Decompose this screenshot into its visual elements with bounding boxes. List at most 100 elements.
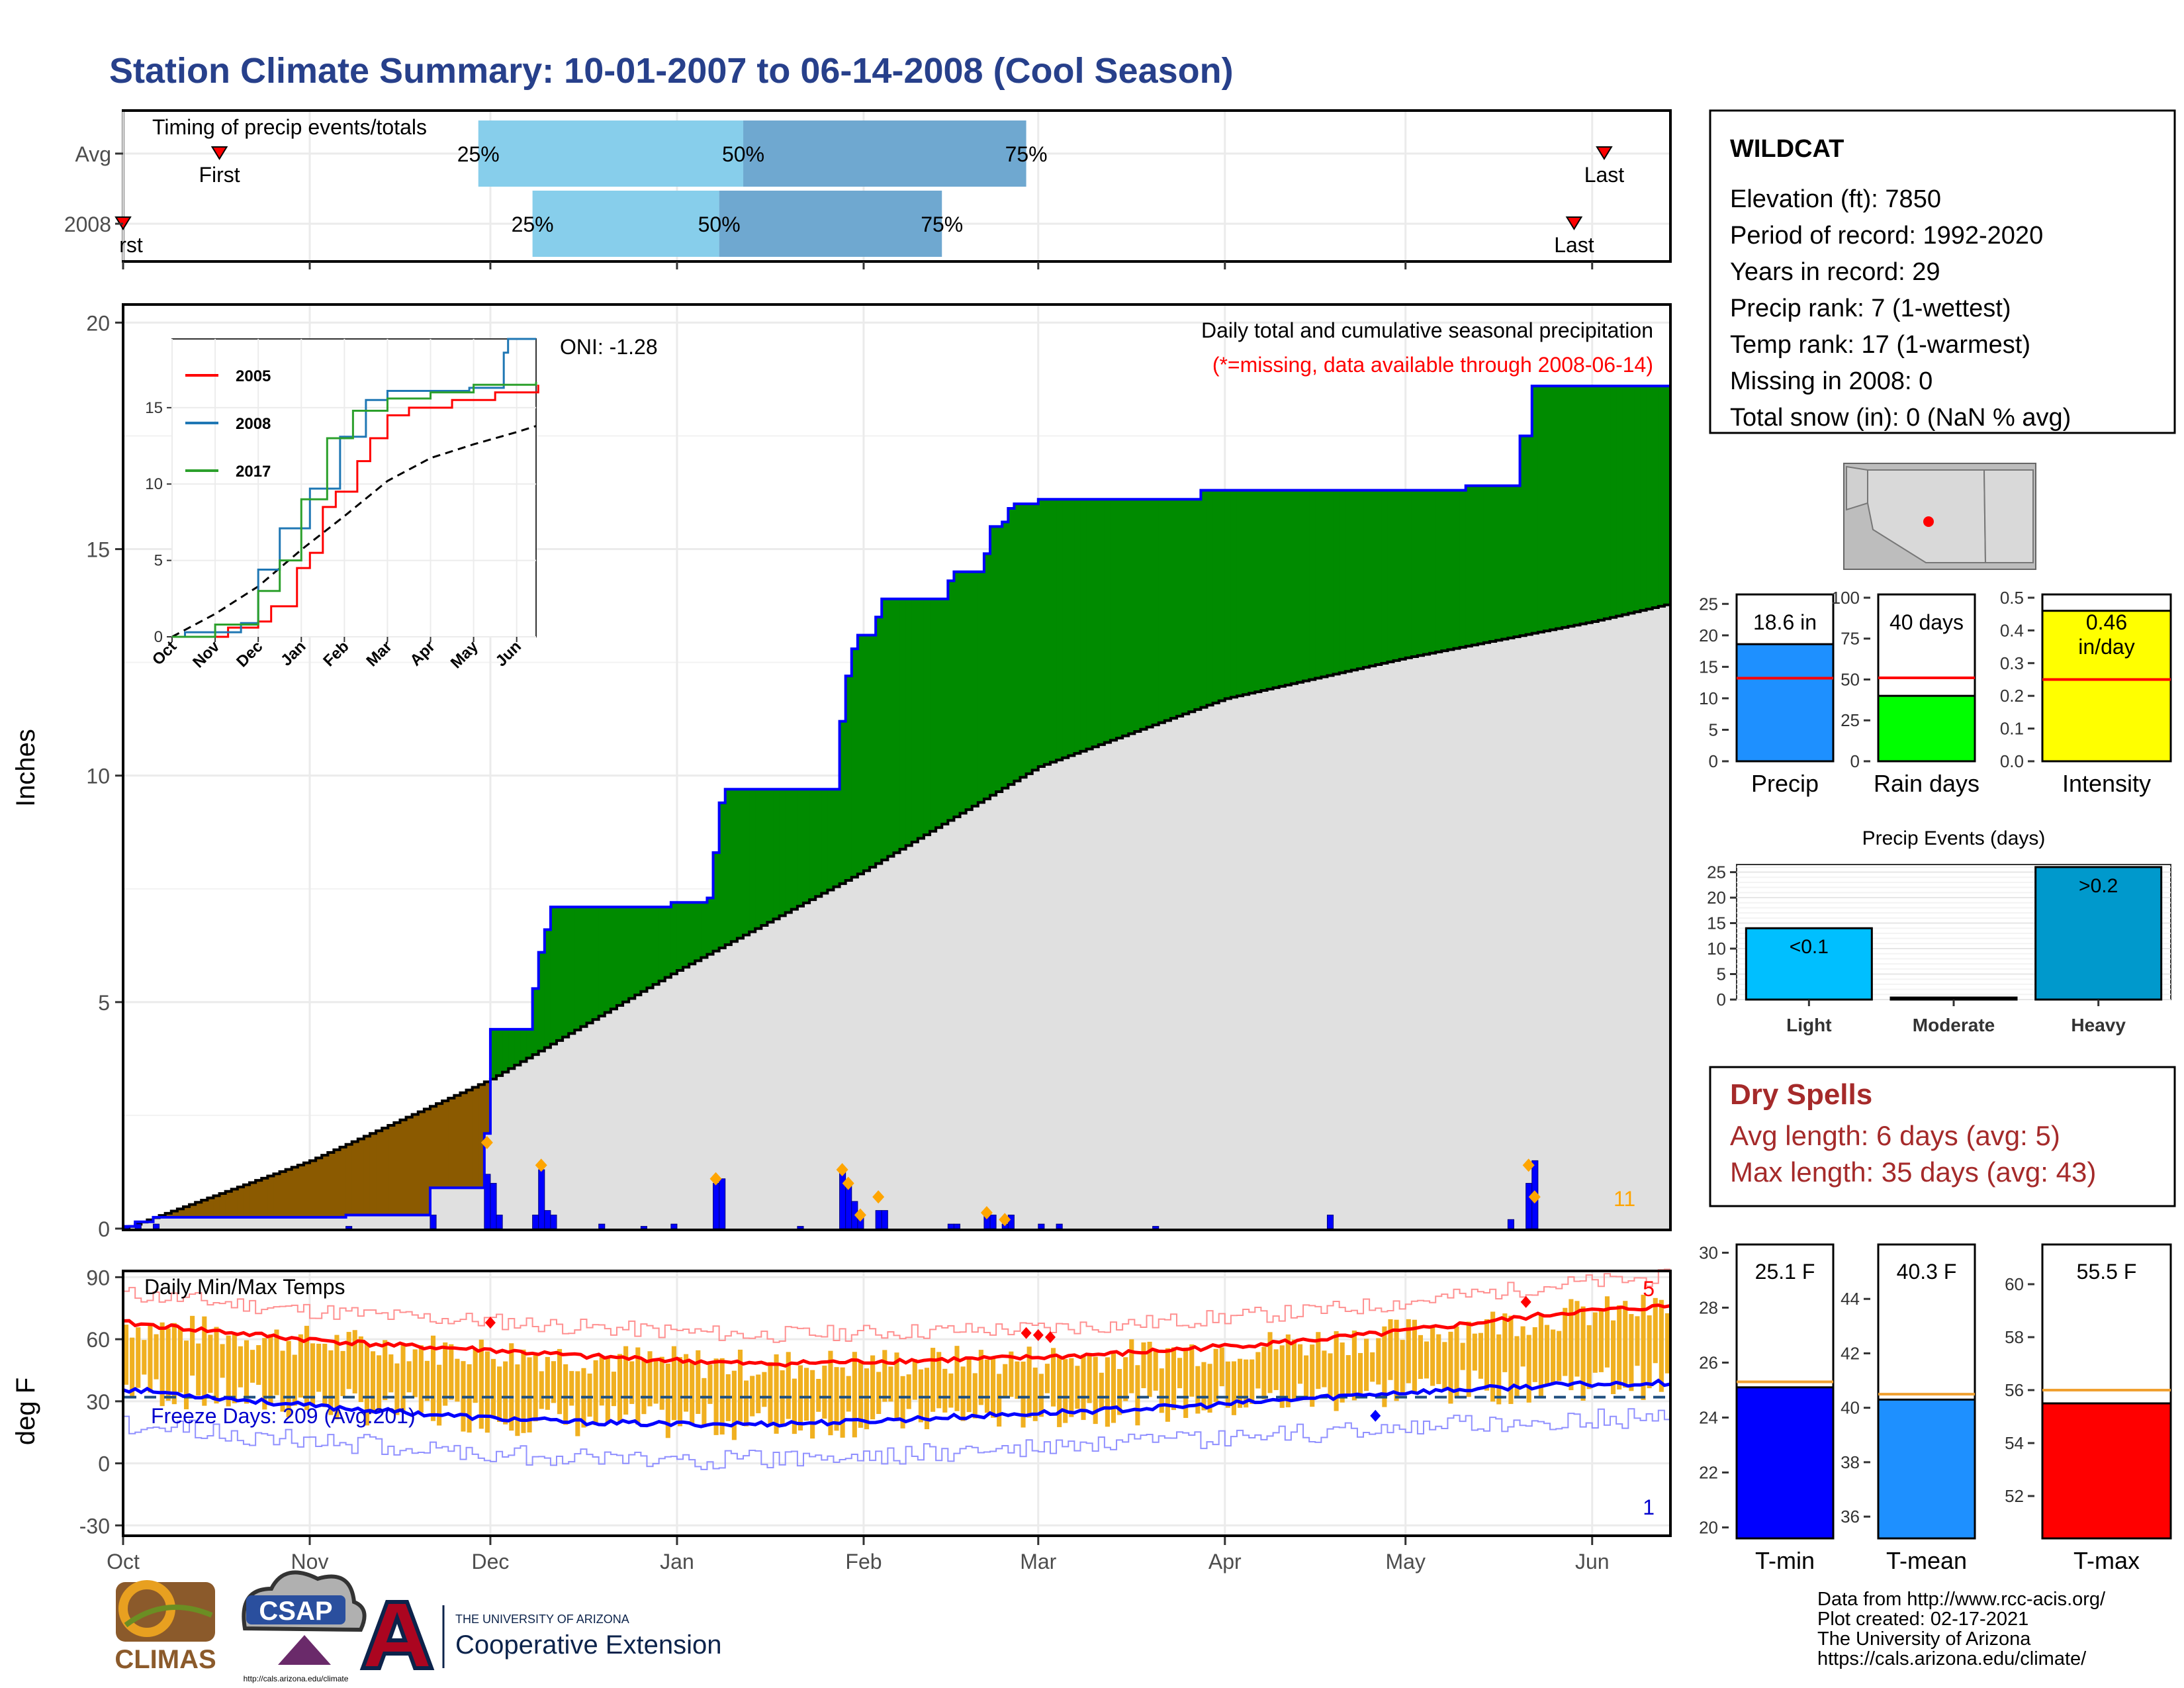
- precip-plot-frame: [122, 303, 1672, 1231]
- above-avg-area: [586, 907, 594, 1023]
- above-avg-area: [876, 617, 882, 864]
- above-avg-area: [936, 598, 942, 828]
- daily-temp-bar: [124, 1325, 129, 1385]
- above-avg-area: [689, 902, 696, 964]
- daily-temp-bar: [1201, 1362, 1206, 1411]
- daily-precip-bar: [1056, 1223, 1063, 1229]
- heavy-event-marker: [535, 1158, 547, 1172]
- daily-temp-bar: [238, 1346, 243, 1387]
- daily-temp-bar: [966, 1359, 972, 1413]
- above-avg-area: [791, 789, 798, 910]
- daily-temp-bar: [1244, 1359, 1249, 1408]
- mini-bar-tick-label: 54: [2005, 1433, 2024, 1453]
- above-avg-area: [996, 526, 1003, 792]
- footer-line-university: The University of Arizona: [1817, 1628, 2031, 1650]
- daily-temp-bar: [587, 1373, 592, 1417]
- above-avg-area: [1628, 386, 1635, 614]
- above-avg-area: [1514, 485, 1521, 637]
- locator-map: [1843, 463, 2036, 570]
- avg-cumulative-line: [123, 603, 1670, 1230]
- above-avg-area: [1520, 436, 1527, 636]
- above-avg-area: [978, 571, 985, 803]
- above-avg-area: [1261, 490, 1268, 691]
- above-avg-area: [1327, 490, 1334, 676]
- above-avg-area: [1002, 522, 1009, 788]
- dry-spells-max: Max length: 35 days (avg: 43): [1730, 1156, 2096, 1188]
- freeze-days-label: Freeze Days: 209 (Avg:201): [151, 1404, 416, 1428]
- above-avg-area: [815, 789, 822, 897]
- above-avg-area: [569, 907, 575, 1034]
- daily-temp-bar: [1551, 1329, 1556, 1384]
- below-avg-area: [442, 1101, 449, 1188]
- mini-bar-tick-label: 40: [1841, 1398, 1860, 1418]
- daily-precip-bar: [490, 1183, 497, 1229]
- above-avg-area: [773, 789, 780, 919]
- daily-temp-bar: [816, 1379, 821, 1412]
- below-avg-area: [472, 1087, 479, 1188]
- daily-temp-bar: [1267, 1332, 1273, 1393]
- daily-temp-bar: [1213, 1348, 1218, 1402]
- mini-bar-tick-label: 75: [1841, 629, 1860, 649]
- above-avg-area: [1056, 499, 1063, 761]
- timing-first-marker: [210, 146, 228, 160]
- below-avg-area: [255, 1180, 262, 1217]
- daily-temp-bar: [214, 1327, 219, 1404]
- daily-temp-bar: [1171, 1347, 1177, 1411]
- daily-temp-bar: [557, 1348, 563, 1415]
- daily-temp-bar: [148, 1323, 153, 1393]
- station-line-missing: Missing in 2008: 0: [1730, 367, 1933, 395]
- above-avg-area: [1255, 490, 1261, 692]
- above-avg-area: [1230, 490, 1238, 698]
- record-high-marker: [1520, 1295, 1531, 1308]
- station-line-years: Years in record: 29: [1730, 258, 1940, 286]
- daily-temp-bar: [1285, 1334, 1291, 1407]
- daily-temp-bar: [1532, 1327, 1537, 1382]
- daily-temp-bar: [1165, 1348, 1170, 1422]
- above-avg-area: [1309, 490, 1316, 680]
- above-avg-area: [1140, 499, 1148, 729]
- daily-temp-bar: [490, 1358, 496, 1417]
- above-avg-area: [502, 1029, 509, 1072]
- daily-temp-bar: [484, 1351, 490, 1433]
- below-avg-area: [165, 1213, 172, 1217]
- daily-temp-bar: [322, 1343, 328, 1407]
- above-avg-area: [893, 598, 901, 853]
- mini-bar-value-label: 25.1 F: [1755, 1260, 1815, 1284]
- below-avg-area: [201, 1199, 208, 1217]
- daily-precip-bar: [532, 1214, 539, 1229]
- above-avg-area: [1020, 504, 1027, 778]
- above-avg-area: [1201, 490, 1208, 708]
- daily-temp-bar: [684, 1354, 689, 1412]
- daily-temp-bar: [1291, 1339, 1297, 1401]
- temp-summary-bar-t-mean: 36 38 40 42 44 40.3 F T-mean: [1841, 1243, 1976, 1574]
- above-avg-area: [1537, 386, 1545, 632]
- daily-temp-bar: [641, 1360, 647, 1415]
- daily-temp-bar: [1502, 1313, 1508, 1372]
- daily-temp-bar: [533, 1355, 538, 1422]
- footer-line-data: Data from http://www.rcc-acis.org/: [1817, 1589, 2106, 1610]
- daily-temp-bar: [142, 1340, 147, 1375]
- above-avg-area: [580, 907, 588, 1027]
- daily-temp-bar: [370, 1351, 376, 1414]
- above-avg-area: [857, 635, 864, 874]
- below-avg-area: [285, 1169, 293, 1217]
- above-avg-area: [803, 789, 810, 903]
- above-avg-area: [1297, 490, 1304, 682]
- above-avg-area: [917, 598, 925, 839]
- daily-temp-bar: [563, 1364, 569, 1425]
- daily-temp-bar: [1129, 1339, 1134, 1393]
- above-avg-area: [520, 1029, 527, 1062]
- month-axis-label: Jan: [660, 1550, 694, 1573]
- daily-temp-bar: [1297, 1344, 1303, 1384]
- daily-temp-bar: [948, 1373, 954, 1408]
- daily-temp-bar: [810, 1370, 815, 1439]
- mini-bar-tick-label: 58: [2005, 1327, 2024, 1347]
- mini-bar-axis-label: Intensity: [2062, 770, 2151, 797]
- csap-url: http://cals.arizona.edu/climate: [244, 1674, 349, 1683]
- daily-precip-bar: [713, 1183, 720, 1229]
- above-avg-area: [827, 789, 835, 890]
- mini-bar-tick-label: 30: [1699, 1243, 1718, 1262]
- daily-temp-bar: [1400, 1340, 1405, 1395]
- daily-temp-bar: [1250, 1359, 1255, 1404]
- daily-temp-bar: [756, 1374, 761, 1413]
